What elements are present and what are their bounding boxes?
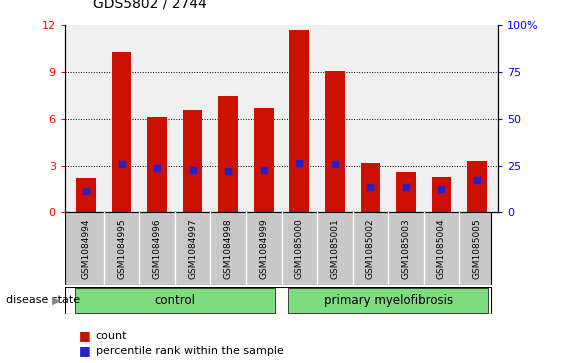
Text: GSM1085003: GSM1085003 (401, 218, 410, 279)
Text: GSM1084994: GSM1084994 (82, 218, 91, 279)
Bar (288, 288, 489, 313)
Text: GSM1084998: GSM1084998 (224, 218, 233, 279)
Bar (183, 110, 203, 212)
Bar (289, 30, 309, 212)
Text: ▶: ▶ (52, 295, 61, 305)
Bar (360, 163, 380, 212)
Bar (148, 117, 167, 212)
Text: GSM1084997: GSM1084997 (188, 218, 197, 279)
Text: GSM1084999: GSM1084999 (259, 218, 268, 279)
Text: GSM1084995: GSM1084995 (117, 218, 126, 279)
Text: GSM1085002: GSM1085002 (366, 218, 375, 279)
Bar (396, 172, 415, 212)
Bar (74, 288, 275, 313)
Text: GSM1084996: GSM1084996 (153, 218, 162, 279)
Bar (112, 52, 131, 212)
Text: GSM1085005: GSM1085005 (472, 218, 481, 279)
Text: primary myelofibrosis: primary myelofibrosis (324, 294, 453, 307)
Text: count: count (96, 331, 127, 341)
Text: GDS5802 / 2744: GDS5802 / 2744 (93, 0, 207, 11)
Bar (218, 95, 238, 212)
Text: ■: ■ (79, 329, 91, 342)
Text: GSM1085000: GSM1085000 (295, 218, 304, 279)
Text: ■: ■ (79, 344, 91, 358)
Bar (467, 161, 486, 212)
Text: control: control (154, 294, 195, 307)
Bar (77, 178, 96, 212)
Text: disease state: disease state (6, 295, 80, 305)
Bar (325, 70, 345, 212)
Bar (432, 176, 451, 212)
Bar (254, 108, 274, 212)
Text: percentile rank within the sample: percentile rank within the sample (96, 346, 284, 356)
Text: GSM1085004: GSM1085004 (437, 218, 446, 279)
Text: GSM1085001: GSM1085001 (330, 218, 339, 279)
